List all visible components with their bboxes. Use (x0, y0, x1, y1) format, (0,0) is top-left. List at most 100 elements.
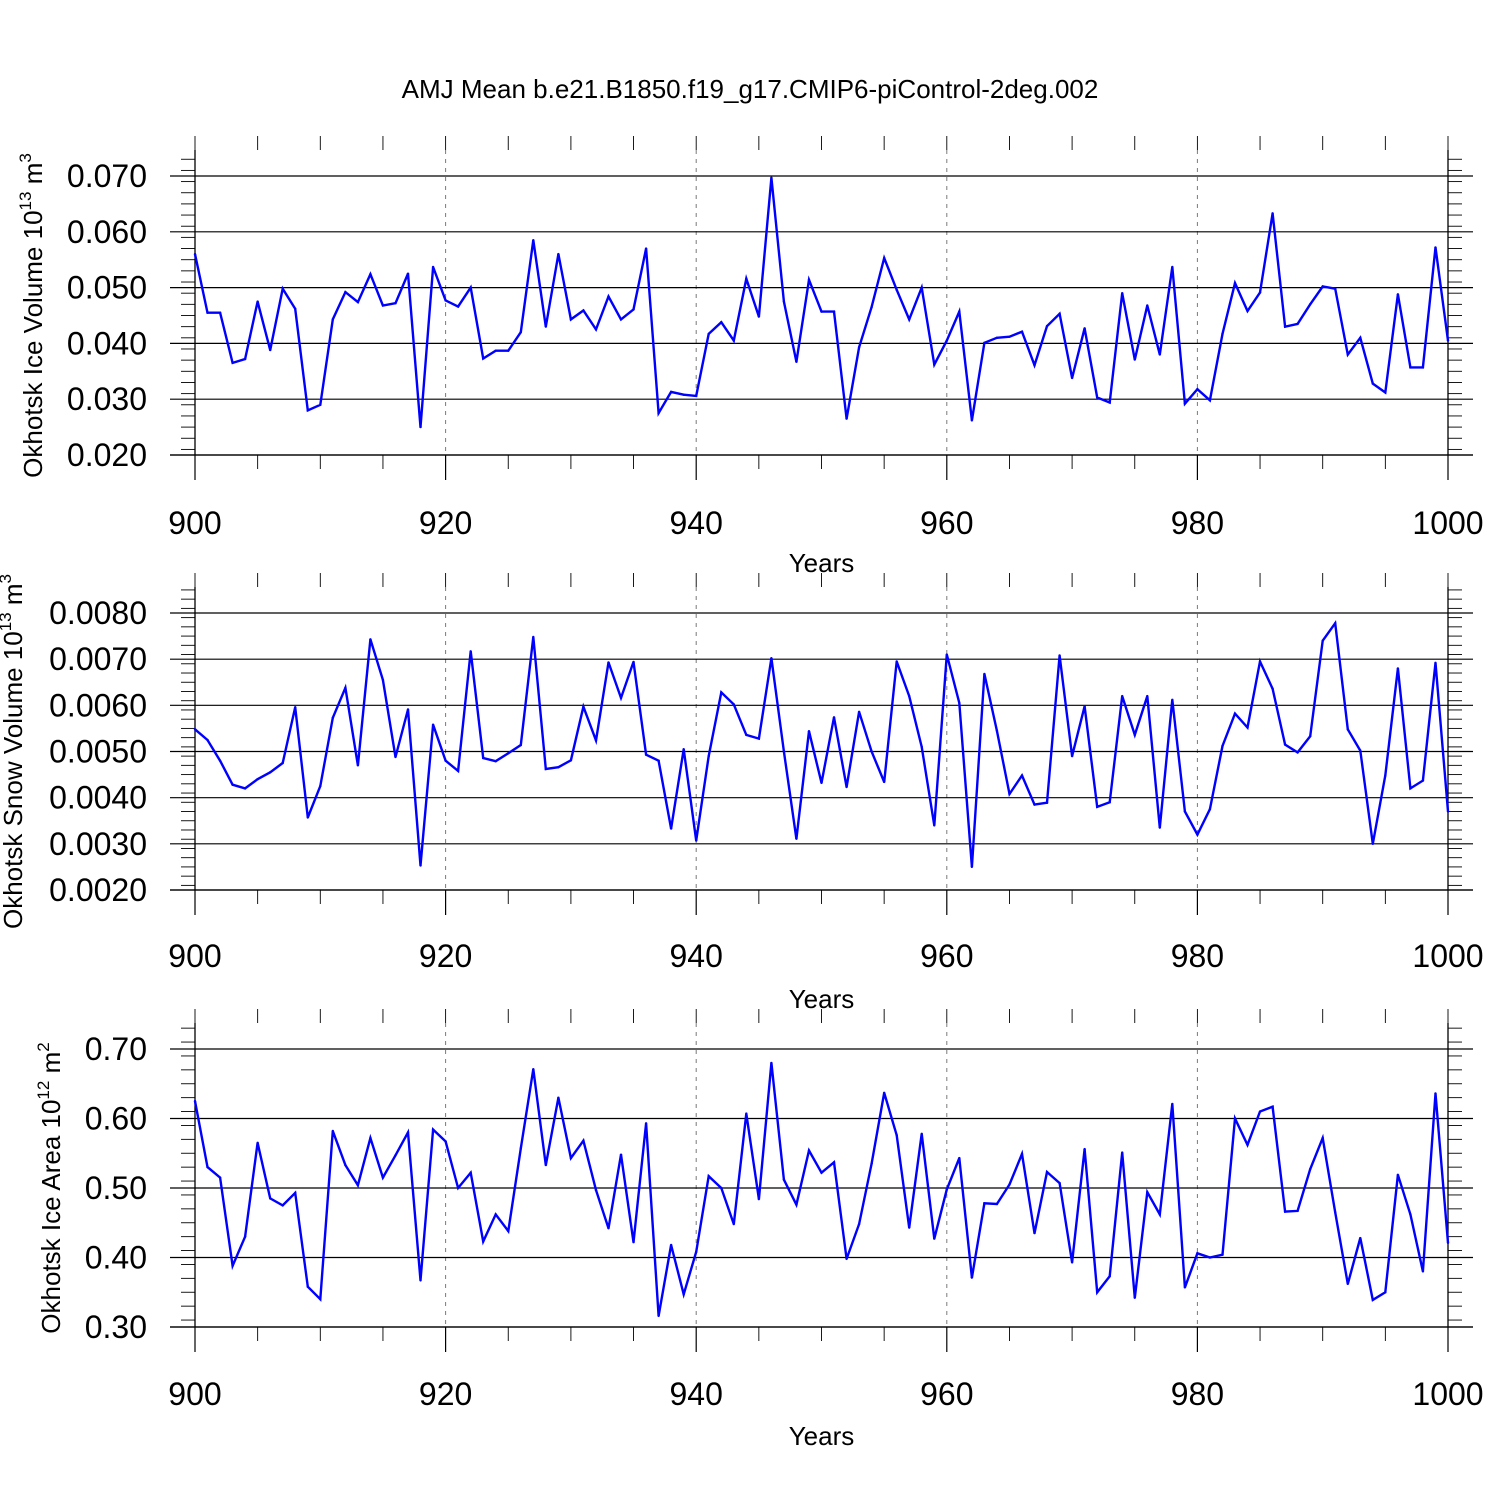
data-point (832, 1161, 836, 1164)
data-point (344, 1163, 347, 1167)
data-point (193, 728, 197, 731)
panel-1: 0.020 0.030 0.040 0.050 0.060 0.070 900 920 940 9… (16, 136, 1484, 578)
data-point (243, 1235, 247, 1238)
data-point (644, 1122, 648, 1125)
data-point (1095, 396, 1099, 399)
data-point (1146, 304, 1149, 307)
data-point (206, 1165, 209, 1169)
y-tick-label: 0.0030 (49, 826, 147, 862)
data-point (908, 694, 911, 698)
y-tick-label: 0.070 (67, 158, 147, 194)
data-point (1171, 1102, 1174, 1106)
data-point (720, 691, 723, 694)
data-point (243, 357, 247, 361)
data-point (795, 360, 798, 364)
data-point (1045, 1170, 1049, 1174)
data-point (1171, 265, 1174, 269)
data-point (519, 1147, 522, 1150)
data-point (1296, 751, 1299, 754)
data-point (995, 1202, 999, 1206)
data-point (231, 361, 234, 365)
data-point (1221, 1253, 1224, 1256)
data-point (532, 635, 535, 639)
data-point (657, 759, 660, 762)
data-point (807, 278, 811, 281)
data-point (406, 272, 410, 275)
data-point (1321, 285, 1324, 288)
data-point (1233, 281, 1237, 285)
data-point (444, 759, 447, 762)
data-point (870, 1162, 873, 1165)
data-point (444, 299, 447, 302)
data-point (1133, 733, 1136, 737)
data-point (569, 318, 573, 321)
data-point (218, 1176, 222, 1179)
data-point (1158, 1213, 1162, 1216)
data-point (682, 747, 685, 751)
data-point (469, 650, 472, 653)
data-point (695, 1250, 698, 1254)
data-point (1334, 287, 1337, 290)
data-point (281, 287, 284, 290)
data-point (983, 672, 986, 676)
x-axis-label: Years (789, 1421, 855, 1451)
data-point (1095, 1291, 1099, 1294)
data-point (344, 290, 347, 294)
data-point (1033, 803, 1036, 806)
data-point (569, 759, 573, 762)
data-point (481, 357, 485, 360)
y-tick-label: 0.0060 (49, 687, 147, 723)
data-point (857, 710, 861, 713)
data-point (795, 1203, 798, 1206)
data-point (920, 745, 923, 749)
data-point (920, 1132, 923, 1135)
data-point (1133, 358, 1136, 361)
data-point (1196, 387, 1199, 391)
data-point (582, 309, 585, 312)
data-point (557, 765, 560, 769)
data-point (1045, 801, 1049, 804)
data-point (1058, 654, 1061, 657)
data-point (682, 393, 685, 396)
data-point (256, 778, 259, 781)
data-point (607, 1227, 610, 1230)
data-point (294, 705, 297, 709)
data-point (845, 1257, 848, 1261)
data-point (394, 302, 397, 305)
data-point (1283, 325, 1287, 328)
data-point (1020, 330, 1024, 333)
data-point (1108, 1275, 1111, 1278)
data-point (356, 764, 360, 767)
data-point (507, 1229, 510, 1233)
data-point (1346, 728, 1349, 731)
data-point (845, 785, 848, 789)
data-point (319, 1298, 322, 1301)
x-tick-label: 1000 (1412, 505, 1483, 541)
data-point (1208, 399, 1212, 402)
data-point (206, 311, 209, 314)
x-tick-label: 960 (920, 1376, 973, 1412)
data-point (657, 411, 660, 415)
data-point (494, 759, 497, 763)
data-point (1359, 336, 1362, 340)
data-point (1070, 1261, 1074, 1264)
data-point (294, 307, 297, 311)
data-point (456, 305, 460, 308)
data-point (193, 1099, 197, 1103)
y-axis-label: Okhotsk Snow Volume 1013 m3 (0, 574, 28, 929)
data-point (243, 787, 247, 790)
data-point (1296, 1209, 1299, 1213)
data-point (1308, 303, 1312, 306)
data-point (294, 1191, 297, 1195)
data-point (507, 752, 510, 755)
data-point (933, 824, 936, 827)
data-point (1083, 1147, 1086, 1151)
data-point (306, 409, 309, 412)
data-point (594, 739, 598, 742)
data-point (481, 1240, 485, 1243)
x-tick-label: 940 (670, 1376, 723, 1412)
y-tick-label: 0.50 (85, 1170, 147, 1206)
data-point (331, 716, 335, 719)
data-point (557, 252, 560, 256)
